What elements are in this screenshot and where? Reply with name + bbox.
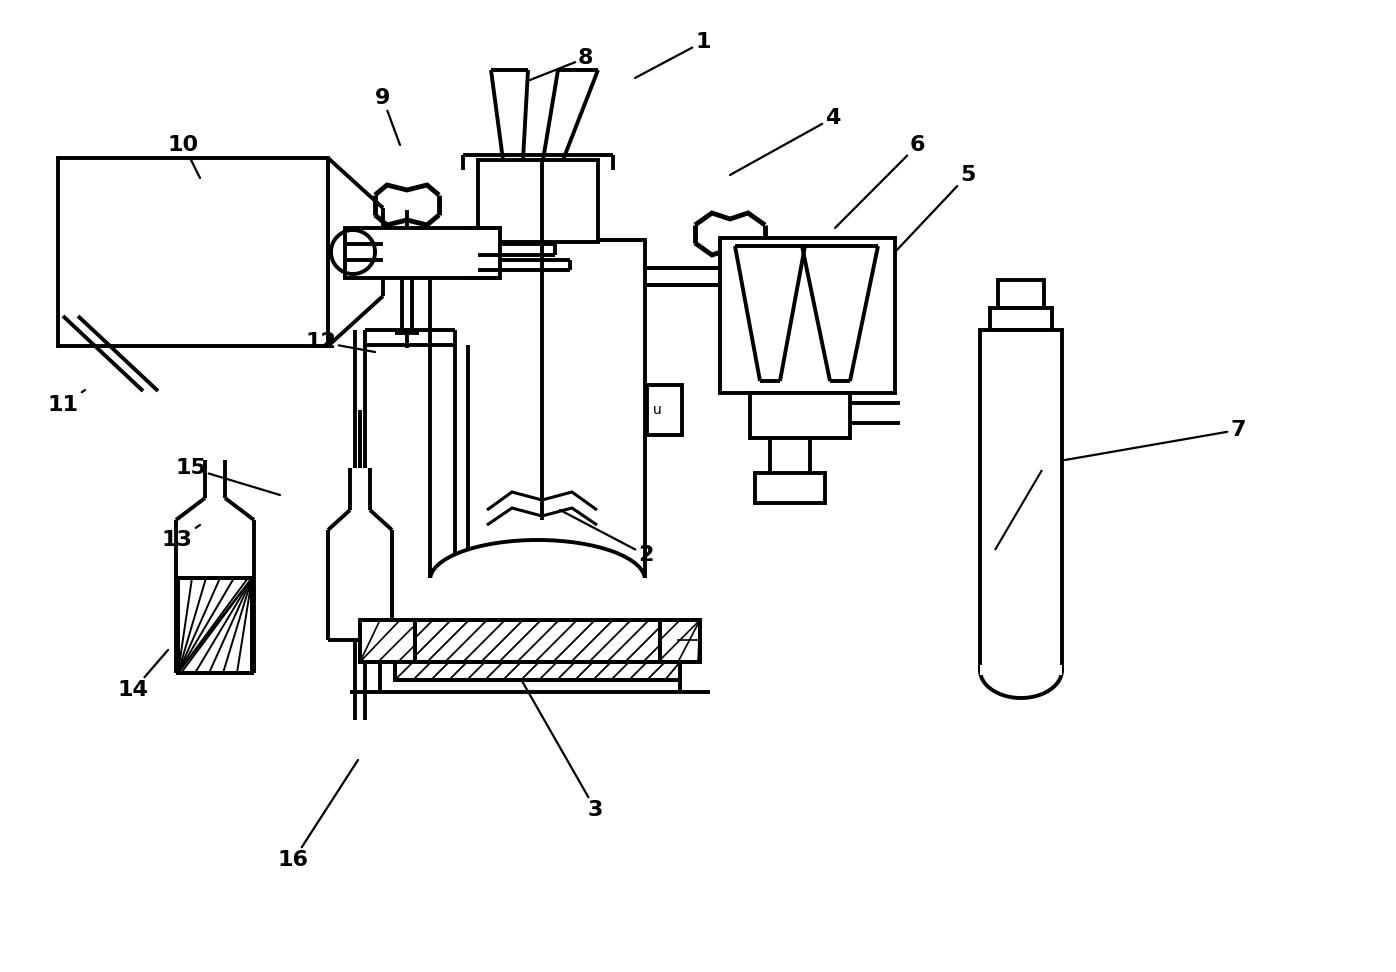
Bar: [59, 158, 328, 346]
Text: 16: 16: [278, 760, 357, 870]
Bar: [395, 662, 680, 680]
Text: 12: 12: [304, 332, 376, 352]
Bar: [998, 280, 1044, 308]
Bar: [755, 473, 825, 503]
Text: 3: 3: [510, 660, 603, 820]
Text: 6: 6: [835, 135, 926, 228]
Bar: [980, 665, 1062, 675]
Bar: [360, 620, 699, 662]
Text: 2: 2: [560, 510, 653, 565]
Text: 9: 9: [376, 88, 401, 145]
Bar: [980, 330, 1062, 670]
Text: 7: 7: [1065, 420, 1245, 460]
Bar: [415, 620, 660, 662]
Text: 15: 15: [174, 458, 281, 495]
Bar: [179, 578, 253, 673]
Bar: [646, 385, 683, 435]
Text: 13: 13: [162, 525, 200, 550]
Text: 8: 8: [530, 48, 593, 80]
Bar: [179, 578, 253, 673]
Bar: [720, 238, 895, 393]
Text: u: u: [652, 403, 662, 417]
Text: 14: 14: [119, 650, 168, 700]
Bar: [477, 160, 597, 242]
Text: 10: 10: [168, 135, 200, 178]
Text: 1: 1: [635, 32, 711, 78]
Text: 4: 4: [730, 108, 840, 175]
Text: 5: 5: [895, 165, 976, 252]
Bar: [415, 620, 660, 662]
Bar: [345, 228, 500, 278]
Text: 11: 11: [47, 390, 85, 415]
Bar: [429, 578, 646, 623]
Bar: [430, 240, 645, 580]
Bar: [360, 620, 699, 662]
Bar: [990, 308, 1053, 330]
Bar: [395, 662, 680, 680]
Bar: [750, 393, 850, 438]
Ellipse shape: [430, 540, 645, 620]
